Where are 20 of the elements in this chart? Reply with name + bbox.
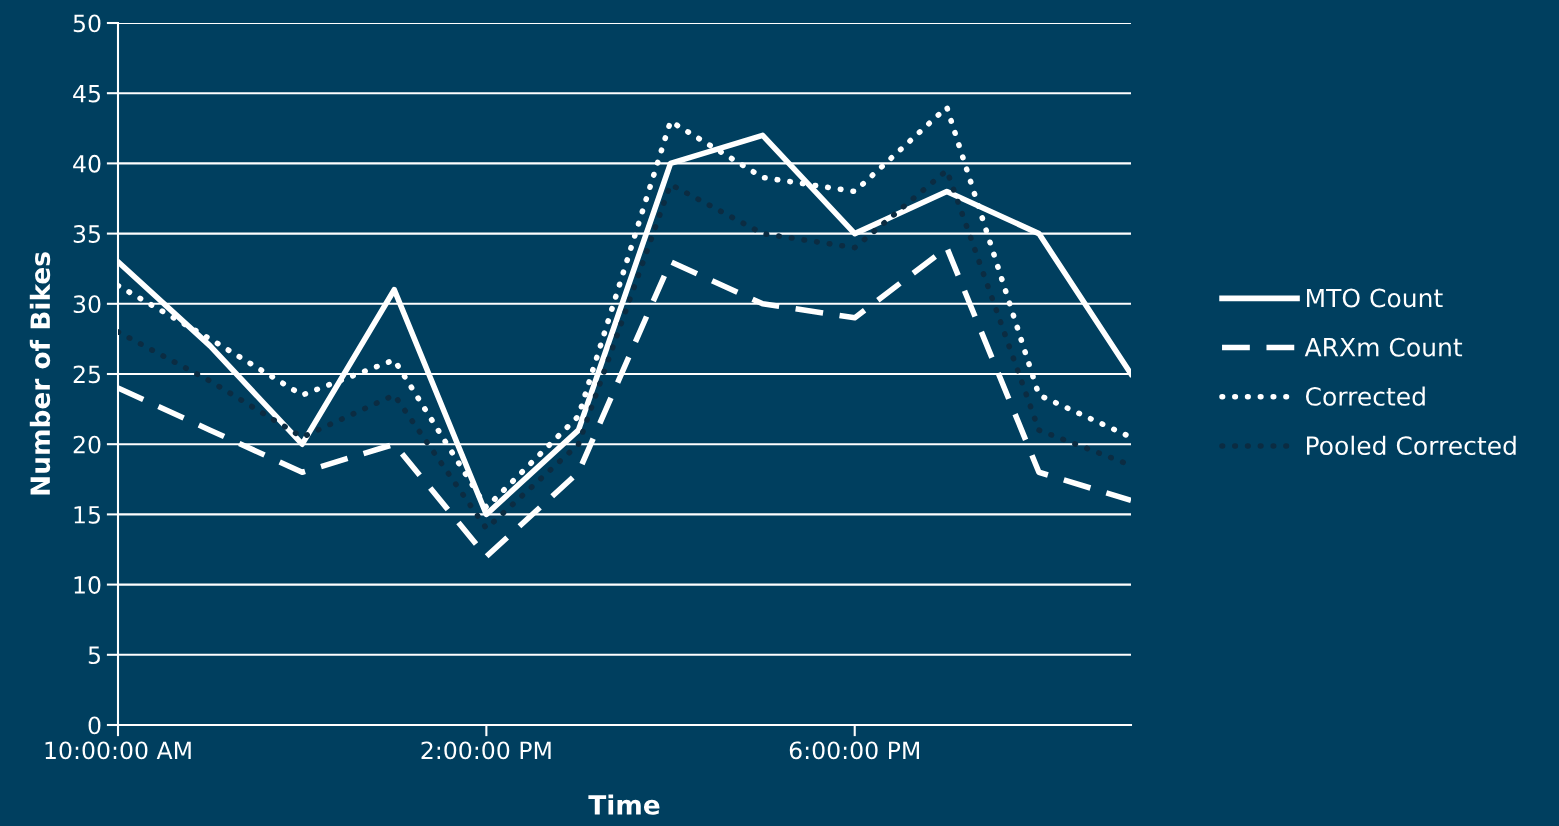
y-tick-label: 30 xyxy=(73,295,101,314)
y-axis-title: Number of Bikes xyxy=(29,252,51,495)
x-axis-title: Time xyxy=(588,794,660,815)
y-tick-label: 35 xyxy=(73,225,100,243)
legend-label: ARXm Count xyxy=(1304,337,1463,357)
x-tick-label: 2:00:00 PM xyxy=(421,741,551,760)
y-tick-label: 50 xyxy=(73,14,101,33)
y-tick-label: 45 xyxy=(73,84,100,103)
y-tick-label: 15 xyxy=(74,506,100,524)
y-tick-label: 5 xyxy=(88,646,100,665)
y-tick-label: 25 xyxy=(73,365,100,384)
y-tick-label: 40 xyxy=(73,154,101,173)
legend-label: Pooled Corrected xyxy=(1306,435,1516,456)
y-tick-label: 10 xyxy=(74,576,101,594)
x-tick-label: 6:00:00 PM xyxy=(789,741,919,760)
legend-label: Corrected xyxy=(1305,386,1425,406)
y-tick-label: 0 xyxy=(88,716,101,735)
y-tick-label: 20 xyxy=(73,435,101,454)
legend-label: MTO Count xyxy=(1306,288,1443,308)
x-tick-label: 10:00:00 AM xyxy=(45,741,191,760)
